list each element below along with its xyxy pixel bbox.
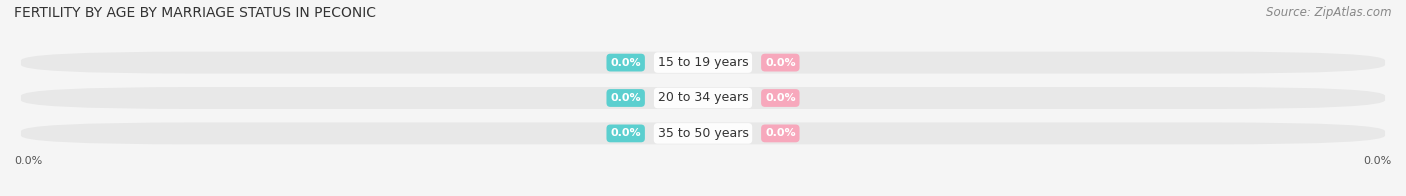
Text: 0.0%: 0.0% (14, 156, 42, 166)
FancyBboxPatch shape (21, 122, 1385, 144)
Text: 0.0%: 0.0% (765, 93, 796, 103)
Text: 0.0%: 0.0% (610, 93, 641, 103)
Text: 0.0%: 0.0% (765, 128, 796, 138)
FancyBboxPatch shape (21, 87, 1385, 109)
FancyBboxPatch shape (21, 52, 1385, 74)
Text: FERTILITY BY AGE BY MARRIAGE STATUS IN PECONIC: FERTILITY BY AGE BY MARRIAGE STATUS IN P… (14, 6, 375, 20)
Text: 0.0%: 0.0% (1364, 156, 1392, 166)
Text: 35 to 50 years: 35 to 50 years (658, 127, 748, 140)
Text: 0.0%: 0.0% (610, 58, 641, 68)
Text: 20 to 34 years: 20 to 34 years (658, 92, 748, 104)
Text: 0.0%: 0.0% (765, 58, 796, 68)
Text: 0.0%: 0.0% (610, 128, 641, 138)
Text: Source: ZipAtlas.com: Source: ZipAtlas.com (1267, 6, 1392, 19)
Text: 15 to 19 years: 15 to 19 years (658, 56, 748, 69)
